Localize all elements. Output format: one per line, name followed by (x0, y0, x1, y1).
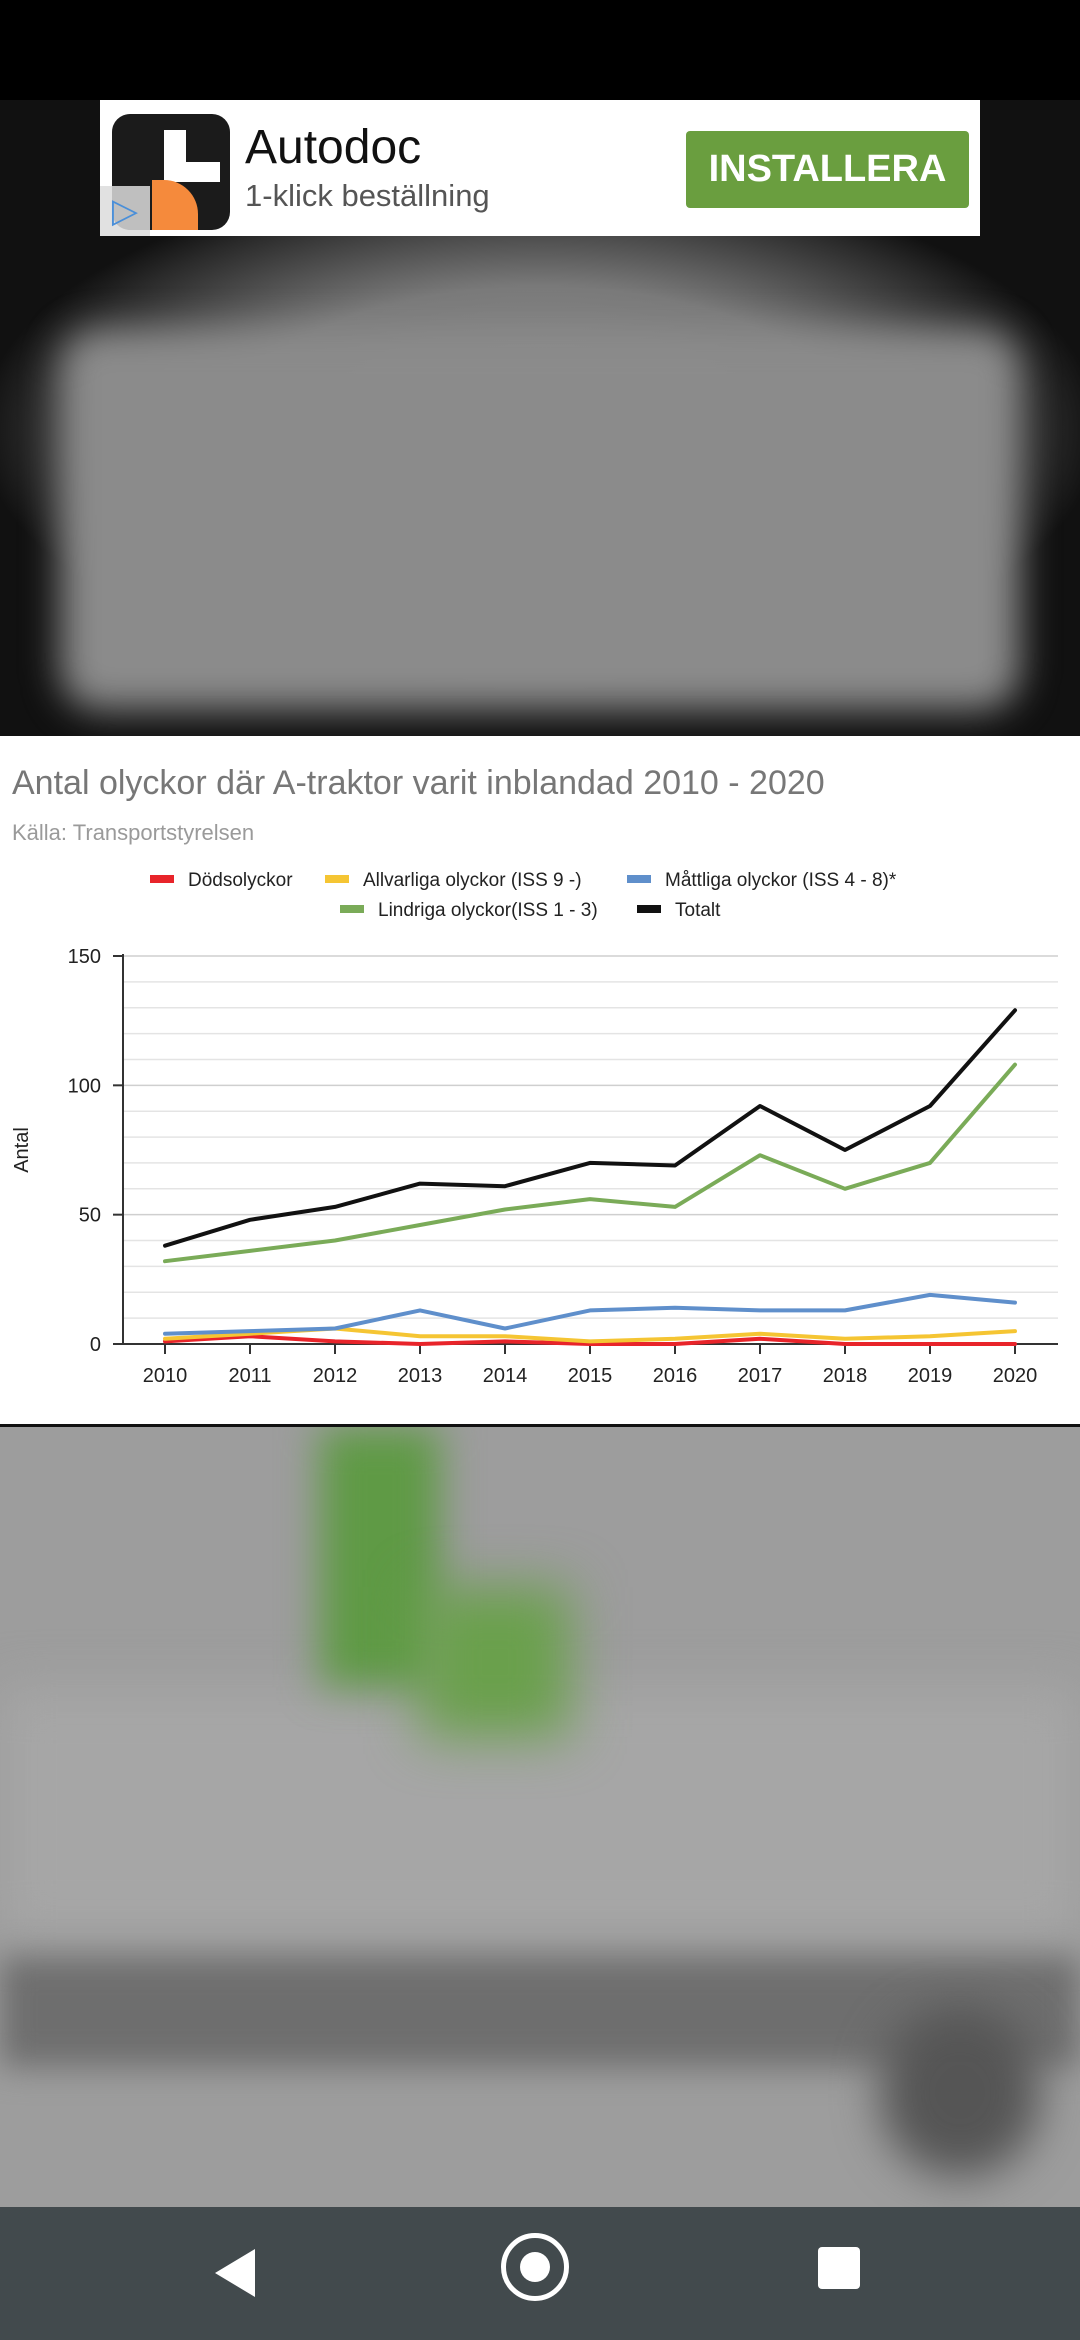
divider-line (0, 1424, 1080, 1427)
series-line (163, 1292, 1017, 1336)
x-tick-label: 2020 (993, 1365, 1038, 1387)
series-line (163, 1062, 1017, 1264)
back-triangle-icon[interactable] (215, 2249, 255, 2297)
install-button[interactable]: INSTALLERA (686, 131, 969, 208)
y-tick-label: 150 (68, 946, 101, 968)
legend-swatch (637, 905, 661, 913)
y-tick-label: 100 (68, 1075, 101, 1097)
blurred-shape (60, 330, 1020, 710)
home-circle-icon[interactable] (501, 2233, 569, 2301)
x-tick-label: 2010 (143, 1365, 188, 1387)
blurred-background-bottom (0, 1427, 1080, 2207)
line-chart: Dödsolyckor Allvarliga olyckor (ISS 9 -) M… (11, 870, 1058, 1387)
adchoices-icon[interactable]: ▷ (100, 186, 150, 236)
legend-swatch (150, 875, 174, 883)
icon-stripe-horizontal (164, 162, 220, 182)
series-line (163, 1334, 1017, 1346)
x-tick-label: 2019 (908, 1365, 953, 1387)
legend-swatch (627, 875, 651, 883)
ad-banner[interactable]: ▷ Autodoc 1-klick beställning INSTALLERA (100, 100, 980, 236)
x-tick-label: 2014 (483, 1365, 528, 1387)
home-dot (520, 2252, 550, 2282)
status-bar (0, 0, 1080, 100)
x-tick-label: 2015 (568, 1365, 613, 1387)
navigation-bar (0, 2207, 1080, 2340)
ad-app-name[interactable]: Autodoc (245, 121, 422, 174)
chart-image: Antal olyckor där A-traktor varit inblan… (0, 736, 1080, 1424)
blurred-green-shape-2 (420, 1587, 570, 1737)
series-line (163, 1008, 1017, 1248)
x-tick-label: 2011 (228, 1365, 271, 1387)
x-tick-label: 2017 (738, 1365, 783, 1387)
recents-square-icon[interactable] (818, 2247, 860, 2289)
x-tick-label: 2016 (653, 1365, 698, 1387)
ad-tagline: 1-klick beställning (245, 178, 490, 213)
legend-label: Totalt (675, 900, 721, 921)
icon-road (152, 180, 198, 230)
chart-subtitle: Källa: Transportstyrelsen (12, 820, 255, 845)
legend-swatch (325, 875, 349, 883)
y-tick-label: 0 (90, 1334, 101, 1356)
legend-label: Dödsolyckor (188, 870, 293, 891)
y-tick-label: 50 (79, 1205, 101, 1227)
x-tick-label: 2013 (398, 1365, 443, 1387)
legend-label: Allvarliga olyckor (ISS 9 -) (363, 870, 582, 891)
y-axis-label: Antal (11, 1127, 33, 1173)
blurred-dark-shape (880, 2007, 1040, 2177)
chart-title: Antal olyckor där A-traktor varit inblan… (12, 764, 825, 802)
legend-label: Måttliga olyckor (ISS 4 - 8)* (665, 870, 897, 891)
legend-swatch (340, 905, 364, 913)
autodoc-app-icon[interactable] (112, 114, 230, 230)
x-tick-label: 2018 (823, 1365, 868, 1387)
legend-label: Lindriga olyckor(ISS 1 - 3) (378, 900, 598, 921)
x-tick-label: 2012 (313, 1365, 358, 1387)
